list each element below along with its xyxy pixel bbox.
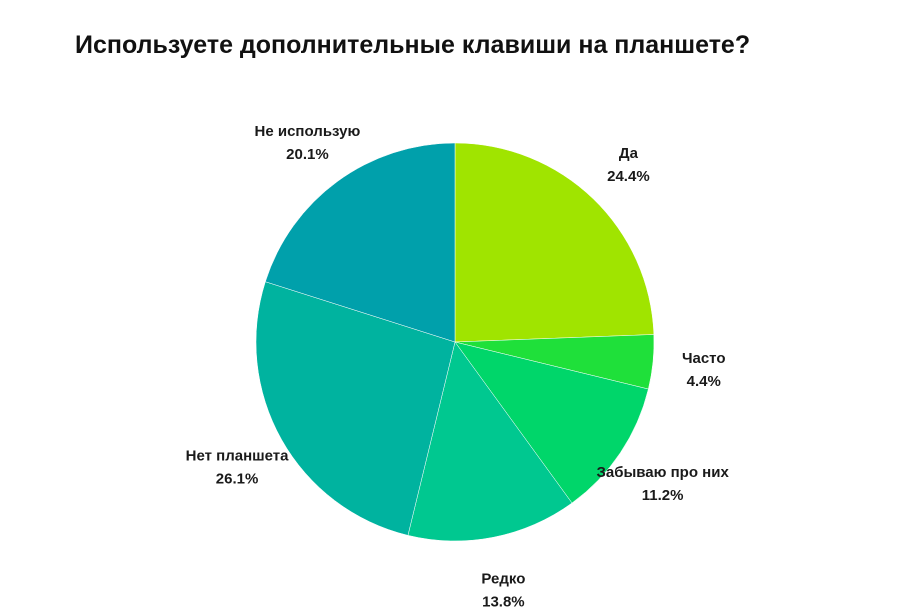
slice-label-value: 24.4% [607, 168, 650, 185]
slice-label-name: Нет планшета [186, 447, 289, 464]
slice-label: Редко 13.8% [481, 570, 525, 607]
slice-label: Нет планшета 26.1% [186, 447, 289, 487]
slice-label-name: Часто [682, 350, 726, 367]
pie-slice [255, 281, 456, 536]
pie-slice [454, 341, 649, 504]
slice-label-value: 26.1% [216, 470, 259, 487]
slice-label-name: Да [619, 145, 639, 162]
slice-label-name: Редко [481, 570, 525, 587]
slice-label: Не использую 20.1% [255, 123, 361, 163]
pie-slice [265, 142, 456, 343]
pie-labels: Да 24.4% Часто 4.4% Забываю про них 11.2% Редк… [186, 123, 730, 607]
pie-slice [407, 341, 573, 542]
slice-label: Забываю про них 11.2% [596, 464, 729, 504]
slice-label-value: 4.4% [687, 373, 721, 390]
pie-slice [454, 142, 655, 343]
slice-label-value: 20.1% [286, 146, 329, 163]
slice-label-value: 11.2% [642, 487, 684, 504]
slice-label-value: 13.8% [482, 593, 525, 607]
slice-label: Часто 4.4% [682, 350, 726, 390]
slice-label-name: Забываю про них [596, 464, 729, 481]
pie-slices [255, 142, 655, 542]
slice-label-name: Не использую [255, 123, 361, 140]
slice-label: Да 24.4% [607, 145, 650, 185]
chart-title: Используете дополнительные клавиши на пл… [75, 31, 751, 59]
